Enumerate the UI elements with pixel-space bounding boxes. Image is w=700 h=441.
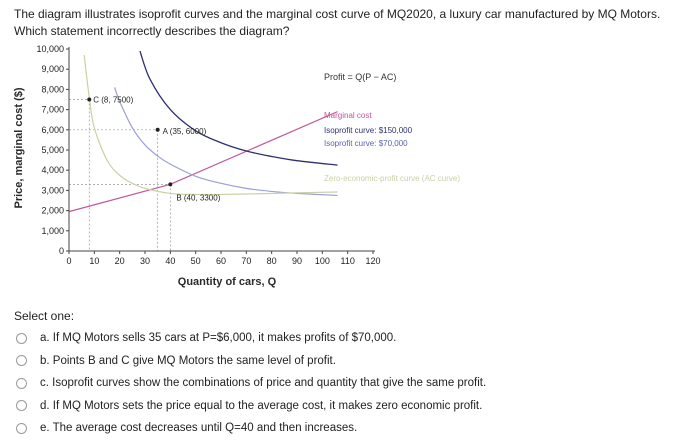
option-label: a. If MQ Motors sells 35 cars at P=$6,00… xyxy=(40,332,397,345)
y-tick-label: 1,000 xyxy=(41,226,64,236)
y-tick-label: 9,000 xyxy=(41,64,64,74)
chart-points: C (8, 7500) A (35, 6000) B (40, 3300) xyxy=(87,96,221,202)
x-tick-label: 40 xyxy=(165,256,175,266)
isoprofit-chart: 0 1,000 2,000 3,000 4,000 5,000 6,000 7,000 8,00… xyxy=(13,44,460,288)
y-tick-label: 8,000 xyxy=(41,84,64,94)
y-tick-label: 2,000 xyxy=(41,206,64,216)
answer-options: a. If MQ Motors sells 35 cars at P=$6,00… xyxy=(16,327,486,440)
x-tick-label: 10 xyxy=(89,256,99,266)
option-e[interactable]: e. The average cost decreases until Q=40… xyxy=(16,417,486,440)
isoprofit-70000-curve xyxy=(114,87,338,197)
question-text: The diagram illustrates isoprofit curves… xyxy=(14,7,661,38)
point-label: A (35, 6000) xyxy=(163,127,207,136)
point-marker xyxy=(168,182,173,187)
y-tick-label: 7,000 xyxy=(41,105,64,115)
x-tick-label: 70 xyxy=(241,256,251,266)
legend-label: Marginal cost xyxy=(324,111,372,120)
option-label: c. Isoprofit curves show the combination… xyxy=(40,377,487,390)
radio-button[interactable] xyxy=(16,355,27,367)
x-tick-label: 60 xyxy=(216,256,226,266)
option-label: d. If MQ Motors sets the price equal to … xyxy=(40,399,483,412)
x-tick-label: 50 xyxy=(191,256,201,266)
isoprofit-150000-curve xyxy=(139,50,338,166)
y-tick-label: 10,000 xyxy=(36,44,64,54)
option-d[interactable]: d. If MQ Motors sets the price equal to … xyxy=(16,395,486,418)
point-label: C (8, 7500) xyxy=(93,96,133,105)
radio-button[interactable] xyxy=(16,400,27,412)
profit-formula-annotation: Profit = Q(P − AC) xyxy=(324,72,396,82)
point-marker xyxy=(155,127,160,132)
radio-button[interactable] xyxy=(16,377,27,389)
legend-label: Isoprofit curve: $150,000 xyxy=(324,126,413,135)
y-tick-label: 0 xyxy=(59,246,64,256)
x-tick-label: 30 xyxy=(140,256,150,266)
y-tick-label: 3,000 xyxy=(41,185,64,195)
point-label: B (40, 3300) xyxy=(176,193,220,202)
x-tick-label: 90 xyxy=(292,256,302,266)
x-tick-label: 80 xyxy=(267,256,277,266)
y-axis-label: Price, marginal cost ($) xyxy=(13,87,25,208)
radio-button[interactable] xyxy=(16,332,27,344)
y-tick-label: 6,000 xyxy=(41,125,64,135)
chart-guides xyxy=(69,99,171,251)
option-a[interactable]: a. If MQ Motors sells 35 cars at P=$6,00… xyxy=(16,327,486,350)
x-tick-label: 120 xyxy=(365,256,380,266)
y-tick-label: 5,000 xyxy=(41,145,64,155)
y-tick-label: 4,000 xyxy=(41,165,64,175)
x-axis-label: Quantity of cars, Q xyxy=(178,276,277,288)
chart-ticks: 0 1,000 2,000 3,000 4,000 5,000 6,000 7,000 8,00… xyxy=(36,44,380,266)
x-tick-label: 110 xyxy=(340,256,354,266)
ac-curve xyxy=(83,54,338,196)
legend-label: Isoprofit curve: $70,000 xyxy=(324,139,408,148)
option-c[interactable]: c. Isoprofit curves show the combination… xyxy=(16,372,486,395)
x-tick-label: 0 xyxy=(66,256,71,266)
chart-legend: Marginal cost Isoprofit curve: $150,000 Is… xyxy=(324,111,460,183)
radio-button[interactable] xyxy=(16,422,27,434)
option-label: e. The average cost decreases until Q=40… xyxy=(40,422,358,435)
x-tick-label: 20 xyxy=(115,256,125,266)
point-marker xyxy=(87,97,92,102)
option-label: b. Points B and C give MQ Motors the sam… xyxy=(40,354,336,367)
x-tick-label: 100 xyxy=(315,256,330,266)
option-b[interactable]: b. Points B and C give MQ Motors the sam… xyxy=(16,350,486,373)
select-one-label: Select one: xyxy=(14,309,75,323)
legend-label: Zero-economic-profit curve (AC curve) xyxy=(324,174,460,183)
